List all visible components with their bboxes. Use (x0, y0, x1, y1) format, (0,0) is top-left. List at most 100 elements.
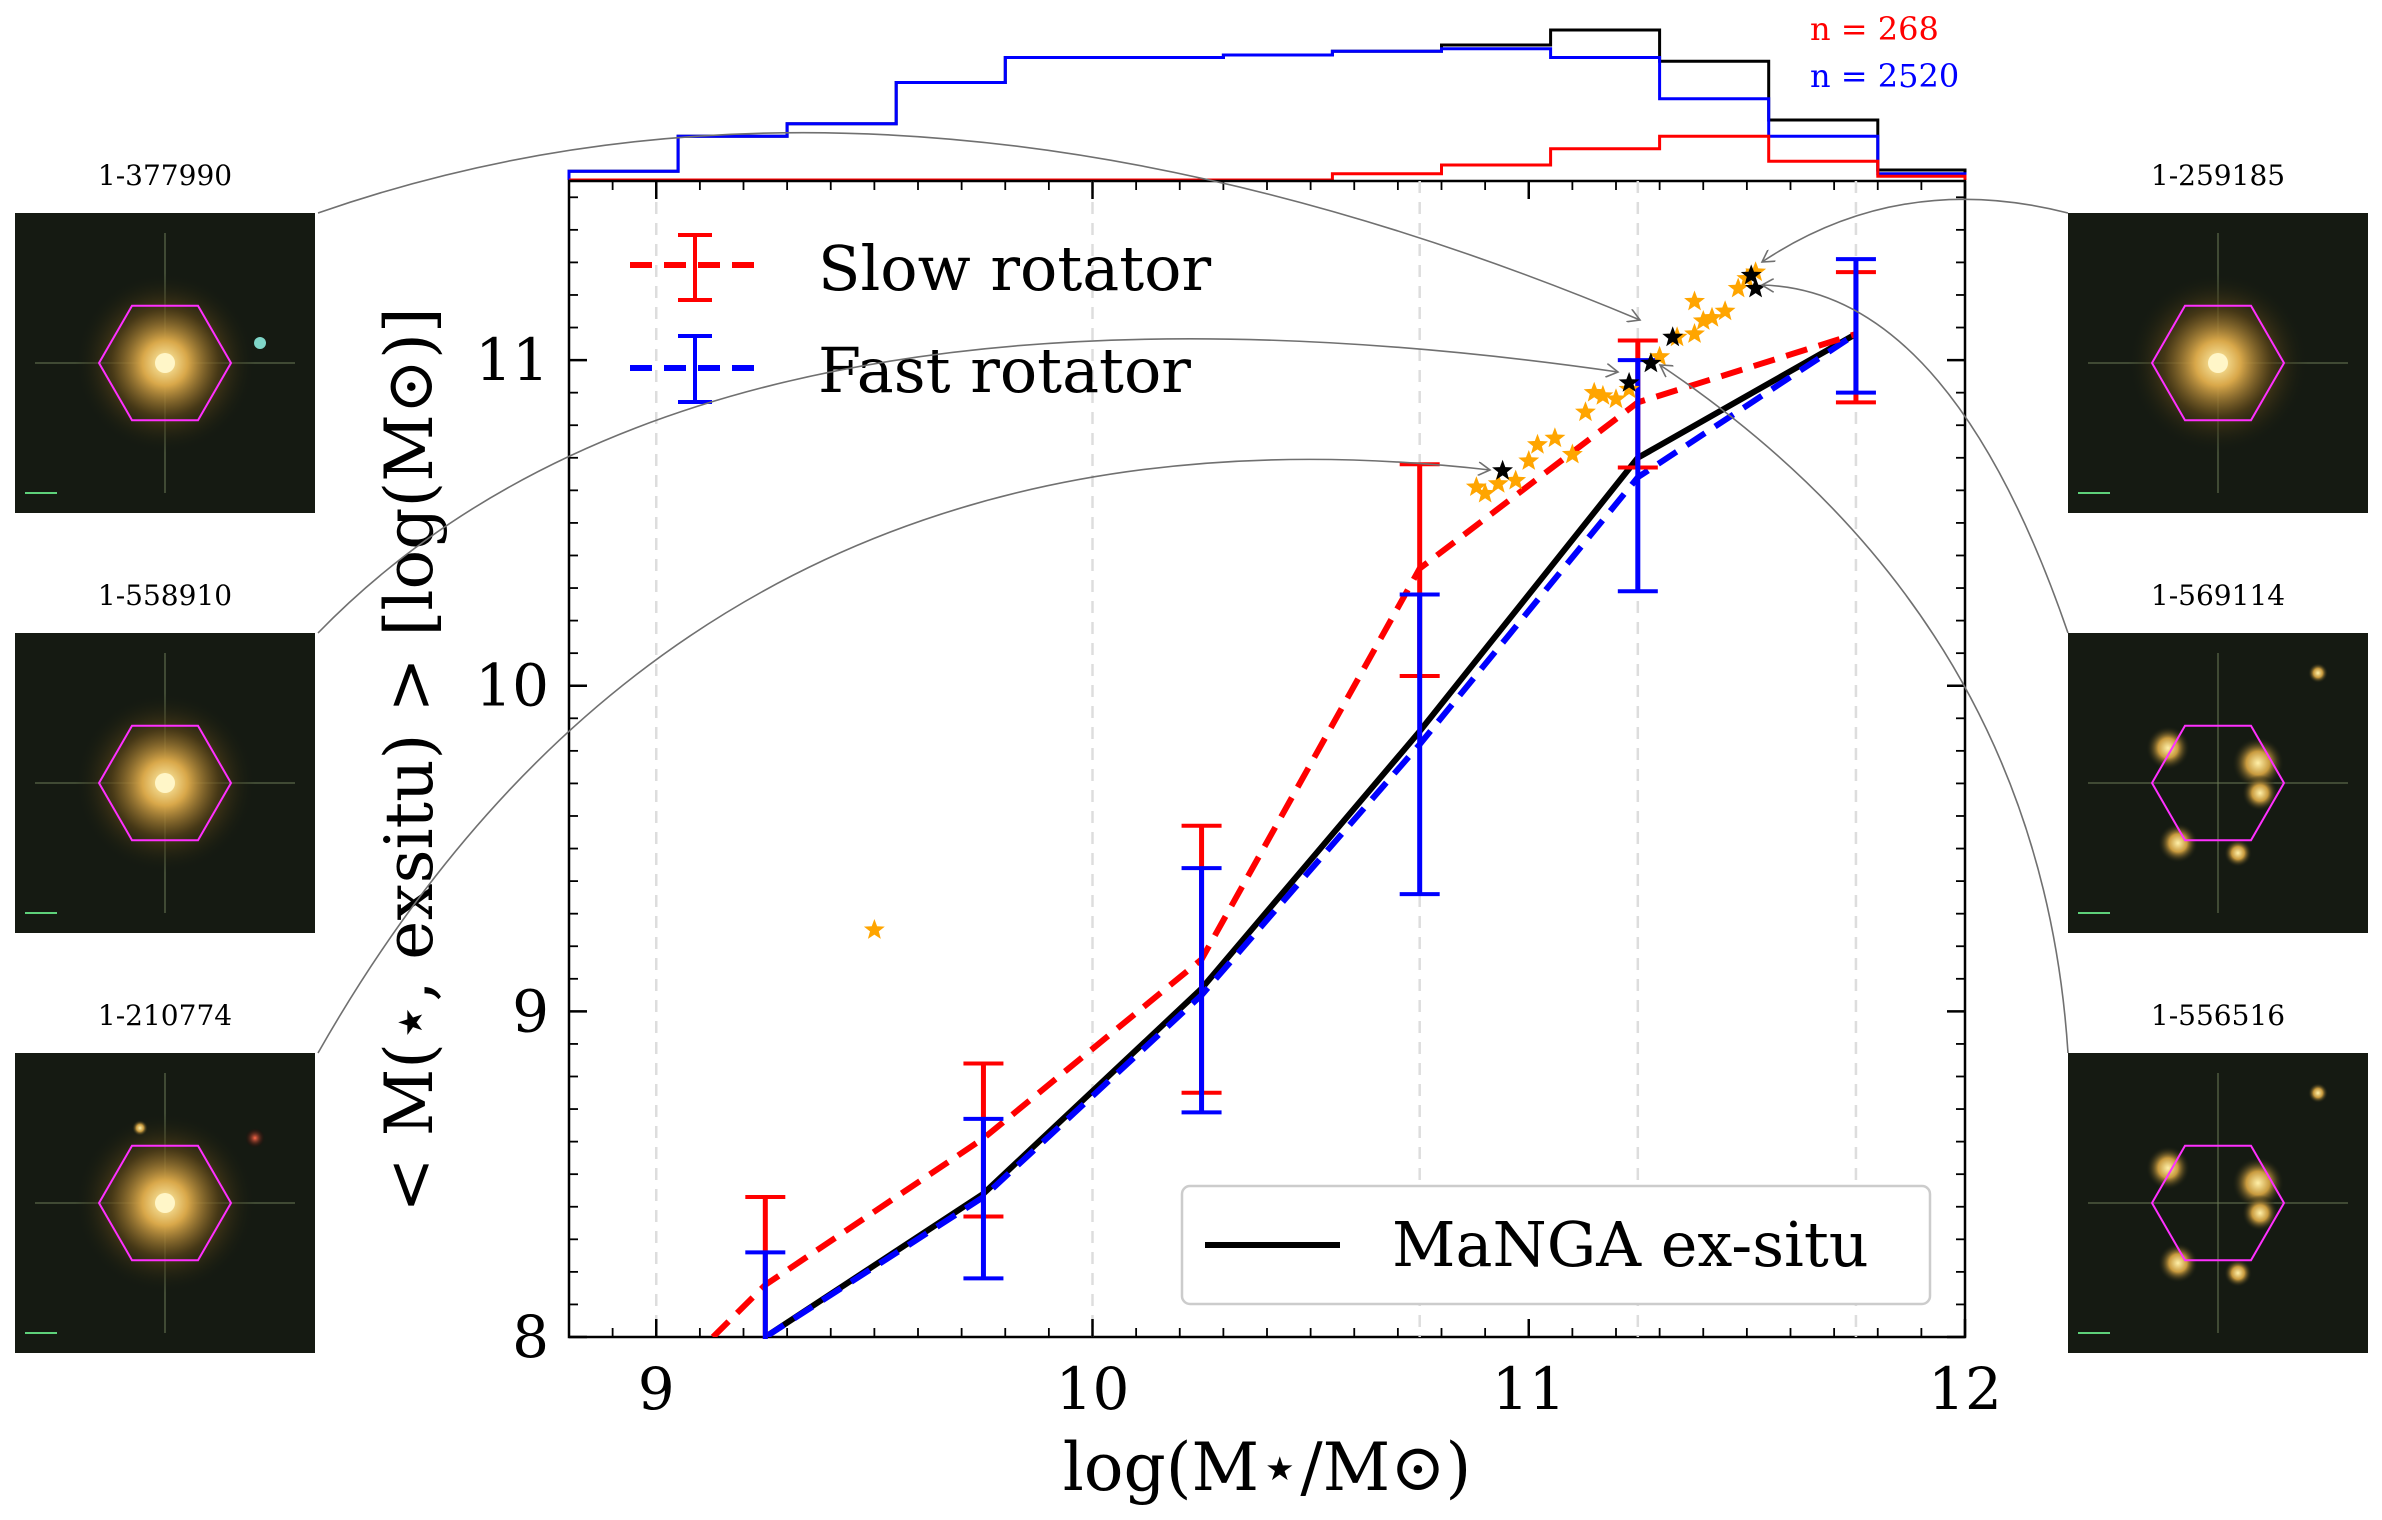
connector-arrow (317, 458, 1490, 1054)
connector-arrow (1660, 365, 2069, 1054)
ifu-hexagon (2150, 724, 2286, 842)
orange-star-marker (1518, 450, 1540, 470)
orange-star-marker (1487, 472, 1509, 493)
orange-star-marker (1727, 277, 1749, 298)
legend-lower: MaNGA ex-situ (1180, 1184, 1932, 1306)
plot-area: 9 10 11 12 8 9 10 11 (475, 179, 2002, 1423)
histogram-all (567, 28, 1967, 180)
galaxy-blob (2242, 775, 2278, 811)
ifu-hexagon (97, 304, 233, 422)
ifu-hexagon (97, 1144, 233, 1262)
galaxy-blob (2242, 1195, 2278, 1231)
galaxy-blob (2158, 1243, 2198, 1283)
galaxy-blob (2232, 737, 2284, 789)
galaxy-core (155, 1193, 175, 1213)
thumbnail-label: 1-377990 (98, 159, 232, 192)
axis-ticks: 9 10 11 12 8 9 10 11 (475, 181, 2002, 1423)
plot-frame (567, 179, 1967, 1339)
orange-star-marker (1618, 378, 1640, 399)
galaxy-thumbnail (15, 1053, 315, 1353)
galaxy-thumbnail (2068, 1053, 2368, 1353)
connector-arrow (1762, 198, 2069, 262)
star-blob (132, 1120, 148, 1136)
connector-arrow (1762, 285, 2069, 634)
galaxy-thumbnail (2068, 633, 2368, 933)
fast-rotator-count: n = 2520 (1810, 57, 1959, 95)
y-tick-label: 9 (512, 977, 549, 1045)
y-tick-label: 8 (512, 1303, 549, 1371)
orange-star-marker (1575, 401, 1596, 422)
galaxy-blob (2232, 1157, 2284, 1209)
orange-star-marker (1684, 290, 1705, 311)
orange-star-marker (1649, 345, 1671, 366)
legend-label-manga: MaNGA ex-situ (1392, 1208, 1869, 1281)
galaxy-core (155, 353, 175, 373)
star-blob (245, 1128, 265, 1148)
connector-arrow (317, 338, 1618, 634)
ifu-hexagon (2150, 1144, 2286, 1262)
galaxy-core (155, 773, 175, 793)
orange-star-marker (1684, 323, 1705, 343)
series-line-fast-rotator (763, 331, 1858, 1337)
x-tick-label: 11 (1492, 1355, 1566, 1423)
galaxy-thumbnail (2068, 213, 2368, 513)
slow-rotator-count: n = 268 (1810, 10, 1939, 48)
x-tick-label: 10 (1056, 1355, 1130, 1423)
errorbar-layer (745, 257, 1876, 1339)
galaxy-blob (2146, 1146, 2190, 1190)
galaxy-blob (2158, 823, 2198, 863)
star-blob (2308, 663, 2328, 683)
histogram-fast (567, 47, 1967, 180)
thumbnail-label: 1-558910 (98, 579, 232, 612)
black-star-marker (1745, 277, 1767, 298)
galaxy-thumbnail (15, 633, 315, 933)
galaxy-blob (2146, 726, 2190, 770)
y-tick-label: 10 (475, 652, 549, 720)
orange-star-marker (1592, 384, 1614, 405)
thumbnail-label: 1-210774 (98, 999, 232, 1032)
legend-label-slow: Slow rotator (818, 232, 1211, 305)
galaxy-thumbnails: 1-377990 1-558910 1-210774 1-259185 1-569114… (15, 159, 2368, 1353)
orange-star-marker (1583, 381, 1605, 402)
star-markers (863, 261, 1767, 939)
y-axis-label: < M(⋆, exsitu) > [log(M⊙)] (371, 307, 448, 1212)
orange-star-marker (1714, 300, 1736, 321)
thumbnail-label: 1-259185 (2151, 159, 2285, 192)
orange-star-marker (863, 919, 885, 939)
orange-star-marker (1605, 388, 1627, 409)
histogram-slow (569, 134, 1967, 182)
galaxy-core (2208, 353, 2228, 373)
black-star-marker (1662, 326, 1684, 347)
galaxy-thumbnail (15, 213, 315, 513)
legend-upper: Slow rotator Fast rotator (630, 232, 1211, 407)
orange-star-marker (1465, 476, 1487, 496)
galaxy-blob (2224, 1259, 2252, 1287)
ifu-hexagon (97, 724, 233, 842)
star-blob (2308, 1083, 2328, 1103)
connector-arrows (317, 131, 2069, 1054)
x-axis-label: log(M⋆/M⊙) (1063, 1429, 1472, 1506)
orange-star-marker (1701, 306, 1723, 327)
black-star-marker (1618, 371, 1640, 392)
orange-star-marker (1692, 310, 1714, 330)
connector-arrow (317, 131, 1640, 320)
black-star-marker (1640, 352, 1662, 373)
black-star-marker (1492, 459, 1513, 480)
x-tick-label: 12 (1928, 1355, 2002, 1423)
black-star-marker (1740, 264, 1762, 285)
orange-star-marker (1745, 261, 1767, 282)
orange-star-marker (1544, 427, 1566, 448)
orange-star-marker (1474, 482, 1496, 503)
legend-label-fast: Fast rotator (818, 334, 1191, 407)
orange-star-marker (1561, 443, 1583, 464)
ifu-hexagon (2150, 304, 2286, 422)
orange-star-marker (1505, 469, 1527, 490)
orange-star-marker (1527, 433, 1548, 454)
y-tick-label: 11 (475, 326, 549, 394)
galaxy-blob (2224, 839, 2252, 867)
star-blob (254, 337, 266, 349)
x-tick-label: 9 (638, 1355, 675, 1423)
thumbnail-label: 1-556516 (2151, 999, 2285, 1032)
top-histogram (567, 28, 1967, 182)
